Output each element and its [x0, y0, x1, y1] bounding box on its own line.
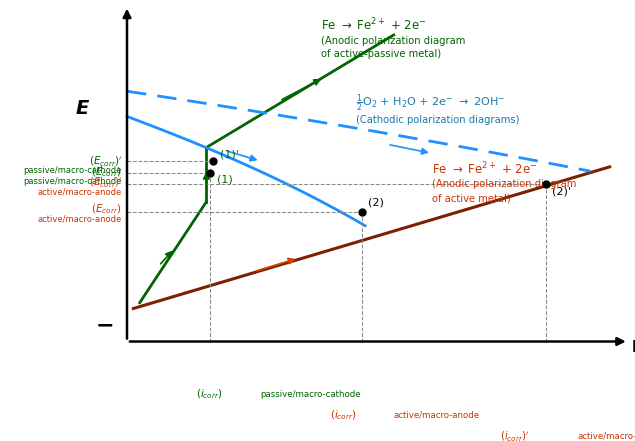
Text: Fe $\rightarrow$ Fe$^{2+}$ + 2e$^{-}$: Fe $\rightarrow$ Fe$^{2+}$ + 2e$^{-}$ [432, 161, 538, 177]
Text: log i: log i [632, 340, 635, 355]
Text: $(i_{corr})$: $(i_{corr})$ [330, 408, 356, 422]
Text: active/macro-anode: active/macro-anode [578, 432, 635, 441]
Text: $(i_{corr})'$: $(i_{corr})'$ [500, 429, 529, 441]
Text: passive/macro-cathode: passive/macro-cathode [23, 177, 122, 186]
Text: +: + [117, 0, 131, 4]
Text: $(E_{corr})'$: $(E_{corr})'$ [88, 176, 122, 189]
Text: of active-passive metal): of active-passive metal) [321, 49, 441, 60]
Text: $(E_{corr})'$: $(E_{corr})'$ [88, 154, 122, 168]
Text: passive/macro-cathode: passive/macro-cathode [260, 390, 361, 399]
Text: (Anodic polarization diagram: (Anodic polarization diagram [321, 36, 465, 46]
Text: E: E [76, 99, 90, 118]
Text: Fe $\rightarrow$ Fe$^{2+}$ + 2e$^{-}$: Fe $\rightarrow$ Fe$^{2+}$ + 2e$^{-}$ [321, 17, 427, 34]
Text: (2): (2) [368, 198, 384, 208]
Text: (Cathodic polarization diagrams): (Cathodic polarization diagrams) [356, 115, 519, 125]
Text: active/macro-anode: active/macro-anode [37, 187, 122, 197]
Text: $(E_{corr})$: $(E_{corr})$ [91, 165, 122, 179]
Text: −: − [95, 316, 114, 336]
Text: active/macro-anode: active/macro-anode [394, 411, 480, 419]
Text: (1)': (1)' [220, 149, 239, 159]
Text: (Anodic polarization diagram: (Anodic polarization diagram [432, 179, 576, 189]
Text: $(i_{corr})$: $(i_{corr})$ [196, 388, 223, 401]
Text: $\frac{1}{2}$O$_2$ + H$_2$O + 2e$^{-}$ $\rightarrow$ 2OH$^{-}$: $\frac{1}{2}$O$_2$ + H$_2$O + 2e$^{-}$ $… [356, 92, 505, 114]
Text: (2)': (2)' [552, 186, 572, 196]
Text: (1): (1) [217, 175, 233, 185]
Text: active/macro-anode: active/macro-anode [37, 215, 122, 224]
Text: passive/macro-cathode: passive/macro-cathode [23, 166, 122, 175]
Text: of active metal): of active metal) [432, 194, 511, 204]
Text: $(E_{corr})$: $(E_{corr})$ [91, 203, 122, 217]
